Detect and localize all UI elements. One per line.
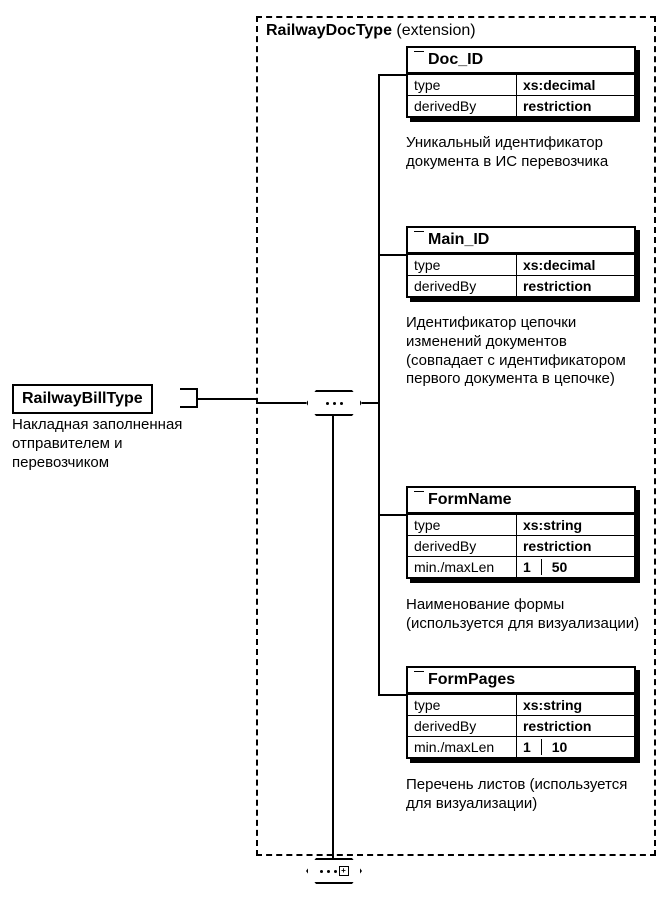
attr-key: min./maxLen <box>408 557 516 578</box>
branch-line-3 <box>378 694 406 696</box>
element-attrs-table: typexs:decimalderivedByrestriction <box>408 254 634 296</box>
attr-key: type <box>408 515 516 536</box>
element-description: Перечень листов (используется для визуал… <box>406 776 646 814</box>
vertical-to-lower-seq <box>332 416 334 858</box>
attr-value: restriction <box>516 536 634 557</box>
element-box: Doc_IDtypexs:decimalderivedByrestriction <box>406 46 636 118</box>
root-type-name: RailwayBillType <box>22 390 143 407</box>
element-name: FormName <box>408 488 634 514</box>
sequence-connector <box>306 390 362 416</box>
element-name: Main_ID <box>408 228 634 254</box>
sequence-dots-icon-2 <box>320 870 337 873</box>
schema-canvas: RailwayBillType Накладная заполненная от… <box>12 12 659 887</box>
element-box: FormPagestypexs:stringderivedByrestricti… <box>406 666 636 759</box>
branch-line-0 <box>378 74 406 76</box>
attr-key: derivedBy <box>408 96 516 117</box>
attr-value: 150 <box>516 557 634 578</box>
element-box: Main_IDtypexs:decimalderivedByrestrictio… <box>406 226 636 298</box>
connector-frame-seq <box>256 402 306 404</box>
attr-key: type <box>408 75 516 96</box>
vertical-trunk <box>378 74 380 694</box>
root-type-description: Накладная заполненная отправителем и пер… <box>12 416 212 472</box>
expand-plus-icon: + <box>339 866 349 876</box>
attr-value: restriction <box>516 716 634 737</box>
root-expand-tab <box>180 388 198 408</box>
attr-value: xs:string <box>516 695 634 716</box>
attr-key: type <box>408 695 516 716</box>
element-description: Идентификатор цепочки изменений документ… <box>406 314 646 389</box>
extension-title: RailwayDocType (extension) <box>266 22 476 40</box>
attr-value: restriction <box>516 96 634 117</box>
element-attrs-table: typexs:decimalderivedByrestriction <box>408 74 634 116</box>
attr-value: restriction <box>516 276 634 297</box>
element-box: FormNametypexs:stringderivedByrestrictio… <box>406 486 636 579</box>
branch-line-2 <box>378 514 406 516</box>
attr-key: min./maxLen <box>408 737 516 758</box>
attr-value: xs:decimal <box>516 255 634 276</box>
element-name: Doc_ID <box>408 48 634 74</box>
attr-key: derivedBy <box>408 276 516 297</box>
element-name: FormPages <box>408 668 634 694</box>
element-attrs-table: typexs:stringderivedByrestrictionmin./ma… <box>408 514 634 577</box>
attr-key: type <box>408 255 516 276</box>
branch-line-1 <box>378 254 406 256</box>
element-attrs-table: typexs:stringderivedByrestrictionmin./ma… <box>408 694 634 757</box>
attr-value: 110 <box>516 737 634 758</box>
root-type-box: RailwayBillType <box>12 384 153 414</box>
attr-value: xs:decimal <box>516 75 634 96</box>
attr-key: derivedBy <box>408 716 516 737</box>
sequence-connector-collapsed: + <box>306 858 362 884</box>
element-description: Уникальный идентификатор документа в ИС … <box>406 134 646 172</box>
sequence-dots-icon <box>326 402 343 405</box>
connector-root-line <box>198 398 256 400</box>
attr-value: xs:string <box>516 515 634 536</box>
element-description: Наименование формы (используется для виз… <box>406 596 646 634</box>
extension-name: RailwayDocType <box>266 22 392 39</box>
extension-annotation: (extension) <box>396 22 475 39</box>
attr-key: derivedBy <box>408 536 516 557</box>
